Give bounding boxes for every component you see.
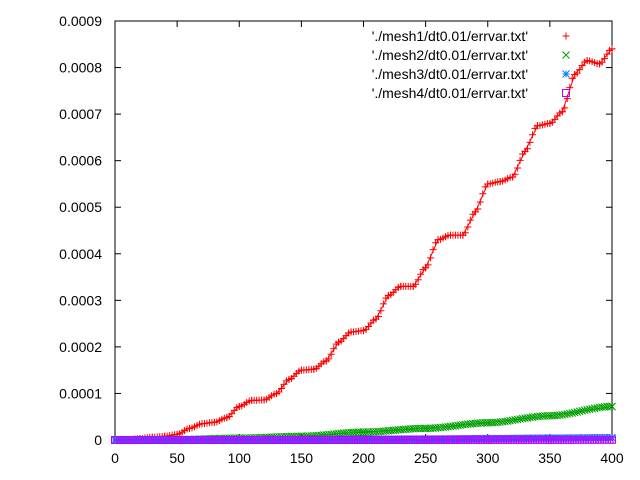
series-marker <box>580 406 589 415</box>
series-marker <box>605 402 614 411</box>
series-marker <box>608 402 616 411</box>
series-marker <box>466 216 474 224</box>
series-marker <box>424 261 432 269</box>
series-marker <box>583 405 592 414</box>
series-marker <box>417 270 425 278</box>
series-layer <box>111 45 616 444</box>
series-marker <box>414 276 422 284</box>
x-tick-label: 100 <box>228 450 252 466</box>
x-tick-labels: 0 50 100 150 200 250 300 350 400 <box>111 450 624 466</box>
series-1 <box>111 45 616 444</box>
x-tick-label: 0 <box>111 450 119 466</box>
series-marker <box>429 246 437 254</box>
series-marker <box>526 138 534 146</box>
series-marker <box>575 407 584 416</box>
legend-marker <box>562 32 570 40</box>
y-tick-label: 0.0005 <box>59 199 102 215</box>
x-tick-label: 300 <box>476 450 500 466</box>
y-tick-label: 0.0003 <box>59 292 102 308</box>
x-tick-label: 200 <box>352 450 376 466</box>
series-marker <box>561 104 569 112</box>
series-marker <box>374 313 382 321</box>
y-tick-labels: 0 0.0001 0.0002 0.0003 0.0004 0.0005 0.0006 0.0… <box>59 13 102 448</box>
series-marker <box>573 408 582 416</box>
legend-label: './mesh4/dt0.01/errvar.txt' <box>372 85 528 101</box>
y-tick-label: 0.0001 <box>59 385 102 401</box>
series-marker <box>327 350 335 358</box>
legend: './mesh1/dt0.01/errvar.txt' './mesh2/dt0.… <box>372 28 570 101</box>
axis-ticks <box>114 20 613 441</box>
legend-marker <box>562 70 570 78</box>
legend-label: './mesh3/dt0.01/errvar.txt' <box>372 66 528 82</box>
series-marker <box>568 74 576 82</box>
series-marker <box>277 385 285 393</box>
series-marker <box>325 355 333 363</box>
series-marker <box>598 58 606 66</box>
series-marker <box>427 254 435 262</box>
series-marker <box>608 433 616 442</box>
x-tick-label: 350 <box>538 450 562 466</box>
series-marker <box>608 45 616 53</box>
x-tick-label: 50 <box>169 450 185 466</box>
x-tick-label: 150 <box>290 450 314 466</box>
y-tick-label: 0.0006 <box>59 153 102 169</box>
series-marker <box>528 131 536 139</box>
legend-label: './mesh2/dt0.01/errvar.txt' <box>372 47 528 63</box>
series-marker <box>608 435 616 444</box>
y-tick-label: 0.0004 <box>59 246 102 262</box>
series-marker <box>601 55 609 63</box>
series-marker <box>412 280 420 288</box>
series-marker <box>568 409 577 417</box>
y-tick-label: 0.0002 <box>59 339 102 355</box>
plot-frame <box>114 20 613 441</box>
series-marker <box>516 156 524 164</box>
series-marker <box>377 307 385 315</box>
legend-marker <box>562 51 570 59</box>
y-tick-label: 0.0009 <box>59 13 102 29</box>
legend-marker <box>562 89 570 97</box>
series-marker <box>474 205 482 213</box>
series-marker <box>514 164 522 172</box>
series-marker <box>558 108 566 116</box>
y-tick-label: 0.0007 <box>59 106 102 122</box>
y-tick-label: 0.0008 <box>59 60 102 76</box>
series-marker <box>330 345 338 353</box>
series-marker <box>476 198 484 206</box>
series-marker <box>479 190 487 198</box>
series-marker <box>603 50 611 58</box>
series-line <box>114 48 613 441</box>
x-tick-label: 250 <box>414 450 438 466</box>
legend-label: './mesh1/dt0.01/errvar.txt' <box>372 28 528 44</box>
series-marker <box>576 66 584 74</box>
x-tick-label: 400 <box>600 450 624 466</box>
series-marker <box>570 408 579 417</box>
series-marker <box>379 300 387 308</box>
series-marker <box>464 223 472 231</box>
series-marker <box>524 145 532 153</box>
series-marker <box>565 409 574 418</box>
series-marker <box>511 170 519 178</box>
series-4 <box>111 435 616 444</box>
series-marker <box>578 407 587 415</box>
y-tick-label: 0 <box>94 432 102 448</box>
series-marker <box>461 229 469 237</box>
